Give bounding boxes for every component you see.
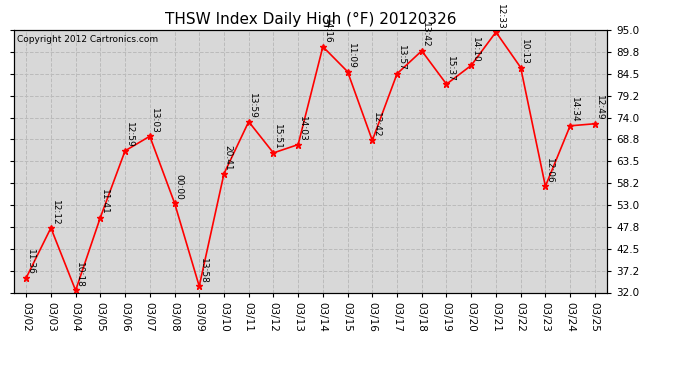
Text: 13:03: 13:03 [150, 108, 159, 134]
Text: Copyright 2012 Cartronics.com: Copyright 2012 Cartronics.com [17, 35, 158, 44]
Text: 11:41: 11:41 [100, 189, 109, 215]
Text: 10:13: 10:13 [520, 39, 529, 65]
Text: 15:37: 15:37 [446, 56, 455, 81]
Text: 11:36: 11:36 [26, 249, 34, 275]
Text: 13:58: 13:58 [199, 258, 208, 284]
Text: 13:59: 13:59 [248, 93, 257, 119]
Text: 00:00: 00:00 [174, 174, 183, 200]
Text: 20:41: 20:41 [224, 146, 233, 171]
Title: THSW Index Daily High (°F) 20120326: THSW Index Daily High (°F) 20120326 [165, 12, 456, 27]
Text: 14:03: 14:03 [298, 116, 307, 142]
Text: 12:42: 12:42 [372, 112, 381, 138]
Text: 12:49: 12:49 [595, 95, 604, 121]
Text: 10:18: 10:18 [75, 262, 84, 288]
Text: 12:33: 12:33 [495, 3, 504, 29]
Text: 14:10: 14:10 [471, 37, 480, 63]
Text: 13:57: 13:57 [397, 45, 406, 71]
Text: 13:42: 13:42 [422, 22, 431, 48]
Text: 12:12: 12:12 [50, 200, 59, 225]
Text: 14:16: 14:16 [322, 18, 331, 44]
Text: 11:09: 11:09 [347, 43, 356, 69]
Text: 15:51: 15:51 [273, 124, 282, 150]
Text: 14:34: 14:34 [570, 98, 579, 123]
Text: 12:59: 12:59 [125, 122, 134, 148]
Text: 12:06: 12:06 [545, 158, 554, 183]
